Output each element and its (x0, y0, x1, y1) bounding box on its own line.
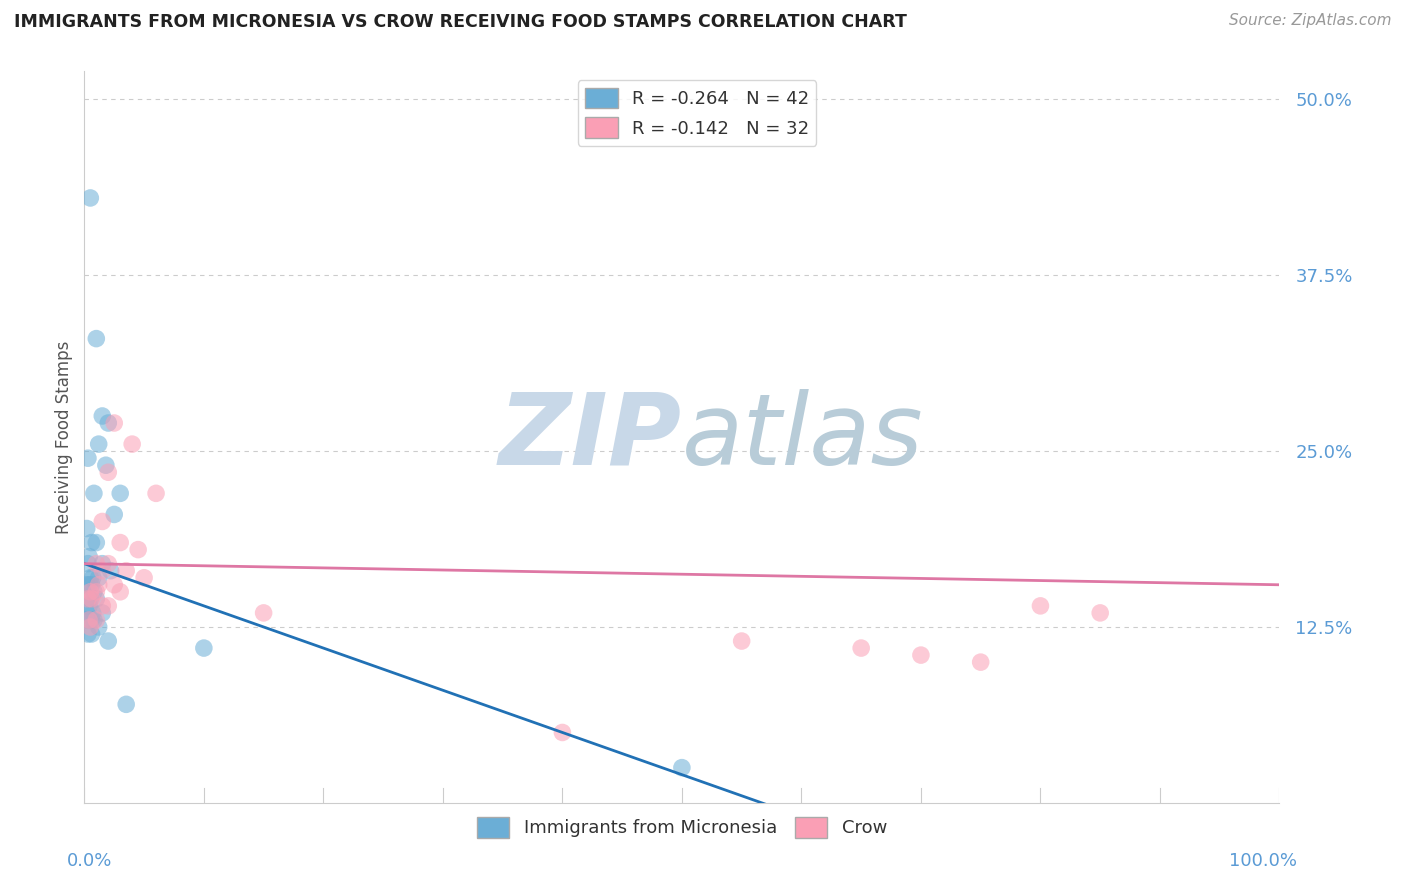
Point (145, 486, 167, 500)
Point (127, 542, 149, 557)
Point (103, 578, 125, 592)
Point (253, 606, 276, 620)
Point (671, 761, 693, 775)
Point (193, 641, 215, 656)
Point (100, 564, 122, 578)
Point (79, 584, 101, 599)
Point (77, 591, 100, 606)
Point (86, 584, 108, 599)
Point (91, 515, 114, 529)
Point (77, 557, 100, 571)
Point (77, 591, 100, 606)
Point (103, 508, 125, 522)
Point (83, 486, 105, 500)
Point (91, 599, 114, 613)
Point (86, 557, 108, 571)
Point (110, 584, 132, 599)
Point (970, 655, 993, 669)
Point (97, 416, 120, 430)
Text: Source: ZipAtlas.com: Source: ZipAtlas.com (1229, 13, 1392, 29)
Point (97, 599, 120, 613)
Point (86, 613, 108, 627)
Text: 0.0%: 0.0% (66, 852, 112, 870)
Point (86, 332, 108, 346)
Text: atlas: atlas (682, 389, 924, 485)
Point (82, 606, 104, 620)
Point (79, 591, 101, 606)
Point (86, 535, 108, 549)
Point (731, 634, 754, 648)
Y-axis label: Receiving Food Stamps: Receiving Food Stamps (55, 341, 73, 533)
Point (1029, 599, 1052, 613)
Point (76, 521, 98, 535)
Point (77, 549, 100, 564)
Point (91, 564, 114, 578)
Point (80, 578, 103, 592)
Point (551, 725, 574, 739)
Legend: Immigrants from Micronesia, Crow: Immigrants from Micronesia, Crow (470, 810, 894, 845)
Point (115, 698, 138, 712)
Point (103, 416, 125, 430)
Point (87, 437, 110, 451)
Point (76, 599, 98, 613)
Point (91, 606, 114, 620)
Point (97, 557, 120, 571)
Point (77, 451, 100, 466)
Point (132, 571, 156, 585)
Point (83, 584, 105, 599)
Point (77, 613, 100, 627)
Point (79, 620, 101, 634)
Point (97, 634, 120, 648)
Point (79, 571, 101, 585)
Point (91, 409, 114, 423)
Point (87, 578, 110, 592)
Point (110, 535, 132, 549)
Point (1090, 606, 1112, 620)
Point (87, 571, 110, 585)
Point (77, 578, 100, 592)
Point (80, 627, 103, 641)
Text: IMMIGRANTS FROM MICRONESIA VS CROW RECEIVING FOOD STAMPS CORRELATION CHART: IMMIGRANTS FROM MICRONESIA VS CROW RECEI… (14, 13, 907, 31)
Point (91, 557, 114, 571)
Point (77, 599, 100, 613)
Point (80, 591, 103, 606)
Text: 100.0%: 100.0% (1229, 852, 1298, 870)
Point (87, 620, 110, 634)
Point (110, 486, 132, 500)
Point (115, 564, 138, 578)
Text: ZIP: ZIP (499, 389, 682, 485)
Point (851, 641, 873, 656)
Point (77, 613, 100, 627)
Point (121, 437, 143, 451)
Point (910, 648, 932, 662)
Point (80, 613, 103, 627)
Point (77, 627, 100, 641)
Point (80, 535, 103, 549)
Point (79, 191, 101, 205)
Point (94, 458, 117, 473)
Point (83, 613, 105, 627)
Point (76, 613, 98, 627)
Point (97, 465, 120, 479)
Point (76, 578, 98, 592)
Point (82, 571, 104, 585)
Point (86, 591, 108, 606)
